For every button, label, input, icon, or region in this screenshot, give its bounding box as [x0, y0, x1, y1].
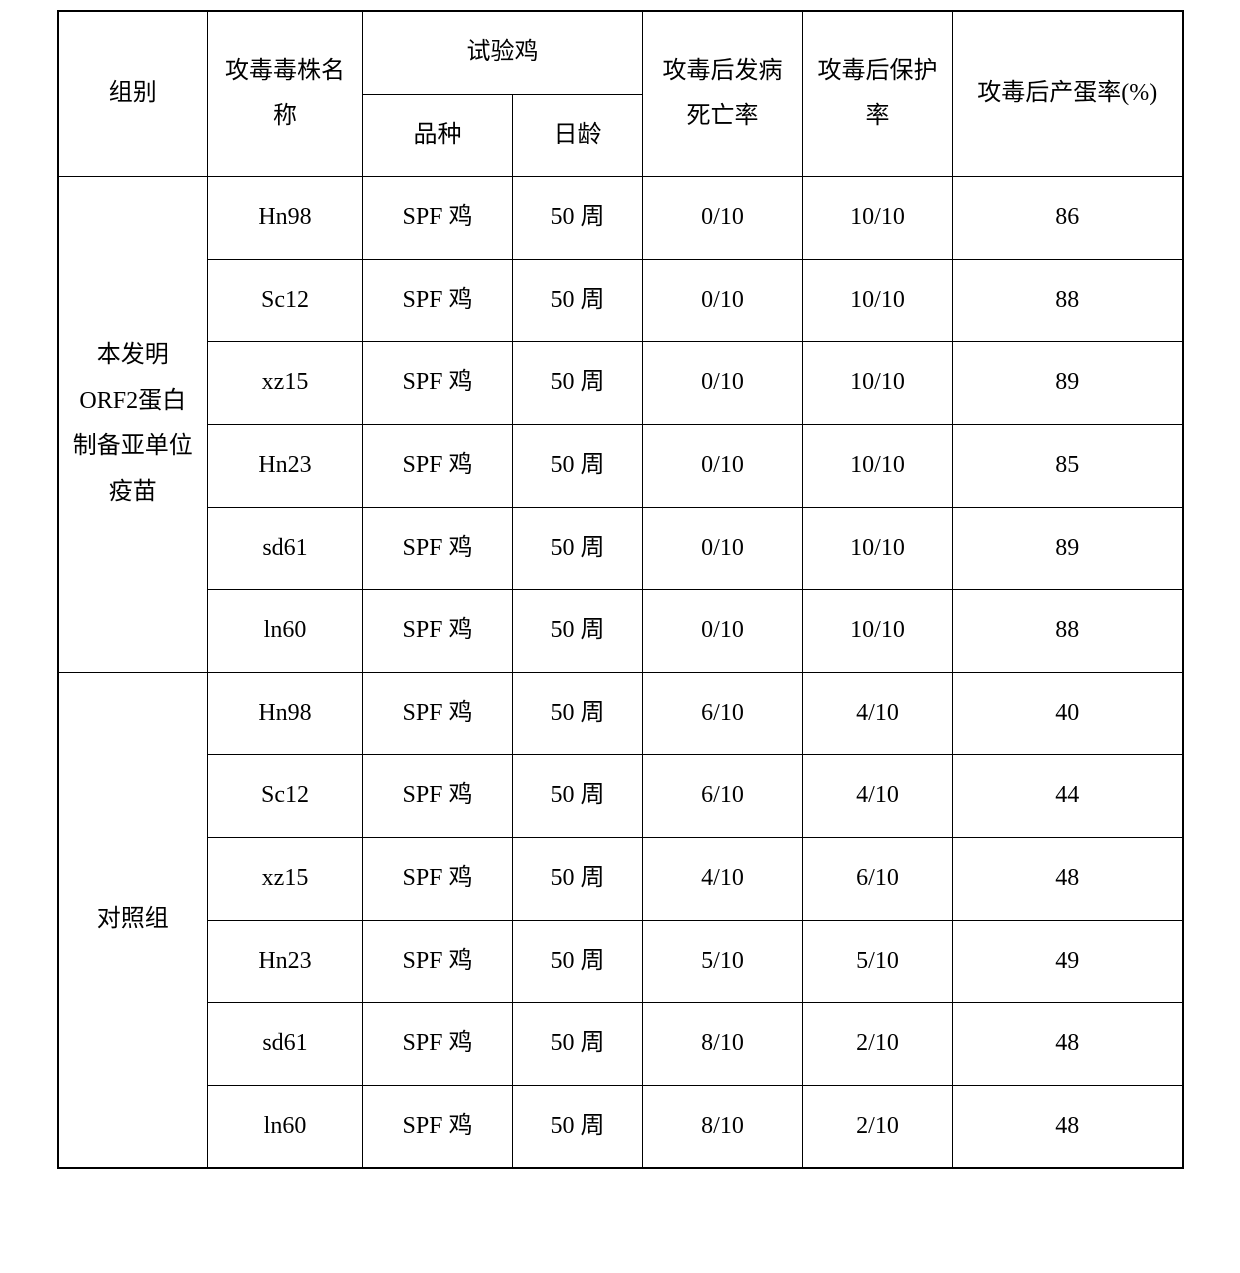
mortality-cell: 0/10 [643, 507, 803, 590]
breed-cell: SPF 鸡 [363, 672, 513, 755]
header-strain: 攻毒毒株名称 [208, 11, 363, 177]
protection-cell: 4/10 [803, 755, 953, 838]
table-row: Hn23SPF 鸡50 周5/105/1049 [58, 920, 1183, 1003]
protection-cell: 10/10 [803, 590, 953, 673]
header-row-1: 组别 攻毒毒株名称 试验鸡 攻毒后发病死亡率 攻毒后保护率 攻毒后产蛋率(%) [58, 11, 1183, 94]
table-row: Sc12SPF 鸡50 周6/104/1044 [58, 755, 1183, 838]
header-test-chicken: 试验鸡 [363, 11, 643, 94]
strain-cell: Sc12 [208, 755, 363, 838]
protection-cell: 10/10 [803, 507, 953, 590]
strain-cell: Sc12 [208, 259, 363, 342]
breed-cell: SPF 鸡 [363, 1085, 513, 1168]
protection-cell: 5/10 [803, 920, 953, 1003]
table-row: xz15SPF 鸡50 周0/1010/1089 [58, 342, 1183, 425]
egg-rate-cell: 48 [953, 1085, 1183, 1168]
protection-cell: 10/10 [803, 424, 953, 507]
breed-cell: SPF 鸡 [363, 837, 513, 920]
protection-cell: 4/10 [803, 672, 953, 755]
age-cell: 50 周 [513, 672, 643, 755]
table-row: ln60SPF 鸡50 周8/102/1048 [58, 1085, 1183, 1168]
protection-cell: 10/10 [803, 342, 953, 425]
mortality-cell: 0/10 [643, 177, 803, 260]
mortality-cell: 5/10 [643, 920, 803, 1003]
data-table: 组别 攻毒毒株名称 试验鸡 攻毒后发病死亡率 攻毒后保护率 攻毒后产蛋率(%) … [57, 10, 1184, 1169]
mortality-cell: 0/10 [643, 590, 803, 673]
table-row: sd61SPF 鸡50 周0/1010/1089 [58, 507, 1183, 590]
table-row: 对照组Hn98SPF 鸡50 周6/104/1040 [58, 672, 1183, 755]
table-row: 本发明ORF2蛋白制备亚单位疫苗Hn98SPF 鸡50 周0/1010/1086 [58, 177, 1183, 260]
age-cell: 50 周 [513, 590, 643, 673]
egg-rate-cell: 40 [953, 672, 1183, 755]
group-name-cell: 对照组 [58, 672, 208, 1168]
strain-cell: Hn23 [208, 920, 363, 1003]
mortality-cell: 8/10 [643, 1085, 803, 1168]
breed-cell: SPF 鸡 [363, 1003, 513, 1086]
age-cell: 50 周 [513, 507, 643, 590]
table-body: 本发明ORF2蛋白制备亚单位疫苗Hn98SPF 鸡50 周0/1010/1086… [58, 177, 1183, 1169]
mortality-cell: 0/10 [643, 424, 803, 507]
mortality-cell: 0/10 [643, 259, 803, 342]
strain-cell: ln60 [208, 1085, 363, 1168]
strain-cell: Hn98 [208, 177, 363, 260]
age-cell: 50 周 [513, 342, 643, 425]
age-cell: 50 周 [513, 755, 643, 838]
egg-rate-cell: 88 [953, 590, 1183, 673]
strain-cell: ln60 [208, 590, 363, 673]
egg-rate-cell: 49 [953, 920, 1183, 1003]
breed-cell: SPF 鸡 [363, 590, 513, 673]
header-breed: 品种 [363, 94, 513, 177]
strain-cell: sd61 [208, 1003, 363, 1086]
egg-rate-cell: 86 [953, 177, 1183, 260]
strain-cell: Hn98 [208, 672, 363, 755]
age-cell: 50 周 [513, 424, 643, 507]
breed-cell: SPF 鸡 [363, 920, 513, 1003]
protection-cell: 10/10 [803, 177, 953, 260]
egg-rate-cell: 85 [953, 424, 1183, 507]
egg-rate-cell: 88 [953, 259, 1183, 342]
age-cell: 50 周 [513, 177, 643, 260]
breed-cell: SPF 鸡 [363, 342, 513, 425]
table-row: sd61SPF 鸡50 周8/102/1048 [58, 1003, 1183, 1086]
mortality-cell: 4/10 [643, 837, 803, 920]
breed-cell: SPF 鸡 [363, 177, 513, 260]
mortality-cell: 6/10 [643, 755, 803, 838]
age-cell: 50 周 [513, 1085, 643, 1168]
header-protection: 攻毒后保护率 [803, 11, 953, 177]
breed-cell: SPF 鸡 [363, 259, 513, 342]
breed-cell: SPF 鸡 [363, 507, 513, 590]
group-name-cell: 本发明ORF2蛋白制备亚单位疫苗 [58, 177, 208, 673]
egg-rate-cell: 48 [953, 1003, 1183, 1086]
strain-cell: Hn23 [208, 424, 363, 507]
table-row: ln60SPF 鸡50 周0/1010/1088 [58, 590, 1183, 673]
strain-cell: xz15 [208, 342, 363, 425]
mortality-cell: 0/10 [643, 342, 803, 425]
egg-rate-cell: 89 [953, 342, 1183, 425]
header-age: 日龄 [513, 94, 643, 177]
header-egg-rate: 攻毒后产蛋率(%) [953, 11, 1183, 177]
age-cell: 50 周 [513, 837, 643, 920]
mortality-cell: 8/10 [643, 1003, 803, 1086]
age-cell: 50 周 [513, 1003, 643, 1086]
strain-cell: xz15 [208, 837, 363, 920]
protection-cell: 10/10 [803, 259, 953, 342]
header-mortality: 攻毒后发病死亡率 [643, 11, 803, 177]
age-cell: 50 周 [513, 920, 643, 1003]
protection-cell: 6/10 [803, 837, 953, 920]
breed-cell: SPF 鸡 [363, 755, 513, 838]
egg-rate-cell: 48 [953, 837, 1183, 920]
table-header: 组别 攻毒毒株名称 试验鸡 攻毒后发病死亡率 攻毒后保护率 攻毒后产蛋率(%) … [58, 11, 1183, 177]
table-row: Hn23SPF 鸡50 周0/1010/1085 [58, 424, 1183, 507]
breed-cell: SPF 鸡 [363, 424, 513, 507]
mortality-cell: 6/10 [643, 672, 803, 755]
table-row: xz15SPF 鸡50 周4/106/1048 [58, 837, 1183, 920]
header-group: 组别 [58, 11, 208, 177]
protection-cell: 2/10 [803, 1003, 953, 1086]
age-cell: 50 周 [513, 259, 643, 342]
protection-cell: 2/10 [803, 1085, 953, 1168]
egg-rate-cell: 89 [953, 507, 1183, 590]
strain-cell: sd61 [208, 507, 363, 590]
table-row: Sc12SPF 鸡50 周0/1010/1088 [58, 259, 1183, 342]
egg-rate-cell: 44 [953, 755, 1183, 838]
